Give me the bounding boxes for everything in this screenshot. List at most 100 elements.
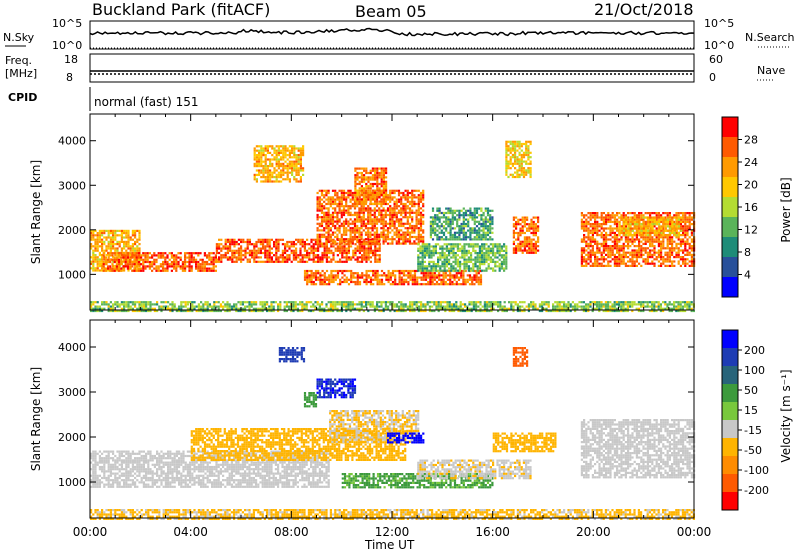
- heatmap-cell: [380, 202, 383, 205]
- heatmap-cell: [470, 243, 473, 246]
- heatmap-cell: [367, 222, 370, 225]
- heatmap-cell: [622, 260, 625, 263]
- heatmap-cell: [268, 238, 271, 241]
- freq-label: Freq.: [5, 54, 32, 67]
- heatmap-cell: [393, 216, 396, 219]
- heatmap-cell: [642, 227, 645, 230]
- heatmap-cell: [431, 229, 435, 232]
- heatmap-cell: [129, 254, 132, 257]
- heatmap-cell: [112, 256, 115, 259]
- heatmap-cell: [212, 263, 215, 266]
- heatmap-cell: [220, 258, 223, 261]
- heatmap-cell: [651, 223, 654, 226]
- heatmap-cell: [613, 227, 616, 230]
- heatmap-cell: [208, 269, 211, 272]
- heatmap-cell: [382, 220, 385, 223]
- heatmap-cell: [407, 269, 410, 273]
- heatmap-cell: [442, 216, 446, 219]
- heatmap-cell: [404, 216, 407, 219]
- heatmap-cell: [264, 167, 267, 170]
- heatmap-cell: [671, 238, 674, 241]
- heatmap-cell: [514, 158, 517, 161]
- heatmap-cell: [684, 240, 687, 243]
- heatmap-cell: [651, 260, 654, 263]
- heatmap-cell: [664, 227, 667, 230]
- heatmap-cell: [378, 233, 381, 236]
- heatmap-cell: [222, 247, 225, 250]
- heatmap-cell: [677, 227, 681, 230]
- heatmap-cell: [288, 258, 291, 261]
- heatmap-cell: [532, 223, 535, 226]
- heatmap-cell: [477, 283, 480, 286]
- heatmap-cell: [336, 247, 339, 250]
- heatmap-cell: [101, 229, 104, 232]
- heatmap-cell: [600, 214, 603, 217]
- heatmap-cell: [589, 225, 592, 228]
- heatmap-cell: [408, 209, 412, 212]
- heatmap-cell: [515, 251, 518, 254]
- heatmap-cell: [270, 256, 273, 259]
- heatmap-cell: [279, 254, 282, 257]
- heatmap-cell: [422, 235, 425, 239]
- heatmap-cell: [214, 265, 217, 268]
- heatmap-cell: [358, 245, 361, 248]
- heatmap-cell: [393, 205, 396, 208]
- heatmap-cell: [306, 256, 309, 259]
- heatmap-cell: [266, 240, 269, 244]
- heatmap-cell: [306, 243, 309, 246]
- heatmap-cell: [419, 222, 423, 225]
- heatmap-cell: [505, 142, 508, 146]
- heatmap-cell: [286, 240, 289, 244]
- heatmap-cell: [633, 251, 636, 254]
- heatmap-cell: [494, 252, 497, 255]
- heatmap-cell: [653, 229, 656, 232]
- heatmap-cell: [142, 258, 145, 261]
- heatmap-cell: [331, 198, 335, 201]
- heatmap-cell: [509, 151, 512, 154]
- heatmap-cell: [655, 236, 658, 239]
- heatmap-cell: [528, 223, 531, 226]
- heatmap-cell: [363, 176, 366, 179]
- heatmap-cell: [389, 227, 392, 230]
- heatmap-cell: [522, 151, 526, 154]
- heatmap-cell: [153, 258, 156, 261]
- heatmap-cell: [684, 258, 687, 261]
- heatmap-cell: [380, 180, 383, 183]
- heatmap-cell: [101, 247, 104, 250]
- heatmap-cell: [686, 220, 689, 223]
- heatmap-cell: [148, 267, 151, 270]
- heatmap-cell: [406, 220, 409, 223]
- heatmap-cell: [682, 251, 685, 254]
- heatmap-cell: [469, 207, 472, 210]
- heatmap-cell: [312, 256, 315, 259]
- heatmap-cell: [353, 218, 357, 221]
- heatmap-cell: [527, 145, 530, 148]
- heatmap-cell: [353, 227, 357, 230]
- heatmap-cell: [445, 236, 448, 239]
- heatmap-cell: [461, 252, 464, 255]
- heatmap-cell: [325, 245, 328, 248]
- heatmap-cell: [594, 256, 597, 259]
- heatmap-cell: [629, 245, 632, 248]
- heatmap-cell: [173, 265, 176, 268]
- heatmap-cell: [266, 256, 269, 259]
- heatmap-cell: [428, 263, 431, 266]
- heatmap-cell: [462, 274, 465, 277]
- heatmap-cell: [622, 223, 626, 226]
- heatmap-cell: [394, 274, 397, 277]
- heatmap-cell: [308, 247, 311, 250]
- heatmap-cell: [372, 272, 375, 275]
- heatmap-cell: [215, 251, 218, 255]
- heatmap-cell: [356, 272, 359, 275]
- heatmap-cell: [255, 165, 258, 168]
- heatmap-cell: [118, 263, 121, 266]
- heatmap-cell: [458, 236, 461, 239]
- heatmap-cell: [327, 220, 330, 223]
- heatmap-cell: [328, 256, 331, 259]
- heatmap-cell: [96, 238, 99, 241]
- heatmap-cell: [373, 220, 376, 223]
- heatmap-cell: [358, 180, 361, 183]
- heatmap-cell: [148, 252, 151, 255]
- heatmap-cell: [367, 191, 370, 195]
- heatmap-cell: [98, 251, 101, 254]
